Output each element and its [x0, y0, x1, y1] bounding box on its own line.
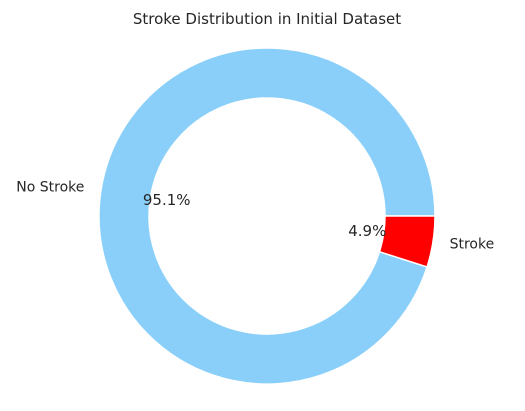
- chart-title: Stroke Distribution in Initial Dataset: [133, 10, 401, 28]
- slices-group: [98, 47, 436, 385]
- category-label-stroke: Stroke: [450, 236, 495, 252]
- slice-stroke: [378, 215, 436, 268]
- value-label-stroke: 4.9%: [348, 222, 386, 240]
- slice-no-stroke: [98, 47, 436, 385]
- category-label-no-stroke: No Stroke: [16, 180, 84, 196]
- value-label-no-stroke: 95.1%: [143, 191, 191, 209]
- labels-group: No Stroke 95.1% Stroke 4.9%: [16, 180, 494, 253]
